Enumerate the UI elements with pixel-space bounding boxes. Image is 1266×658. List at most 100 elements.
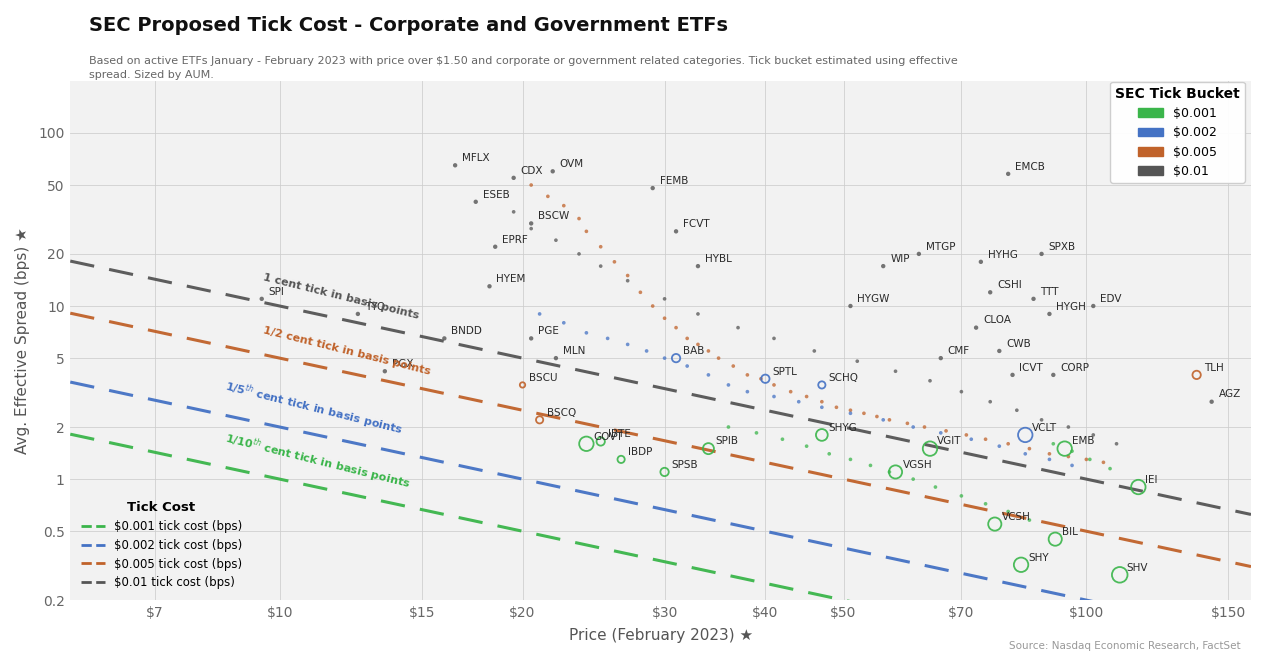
Text: FEMB: FEMB (660, 176, 687, 186)
Point (898, 418, 918, 428)
Point (522, 333, 542, 343)
Text: AGZ: AGZ (1219, 390, 1241, 399)
Point (618, 270, 638, 281)
Point (1039, 309, 1060, 319)
Point (618, 276, 638, 286)
Point (751, 374, 771, 384)
Point (1080, 454, 1100, 465)
Point (666, 322, 686, 333)
Point (861, 460, 881, 470)
Point (841, 301, 861, 311)
Point (529, 415, 549, 425)
Point (576, 226, 596, 237)
Point (718, 380, 738, 390)
Point (1058, 451, 1079, 462)
Text: MLN: MLN (563, 346, 585, 356)
Point (655, 353, 675, 363)
Text: 1 cent tick in basis points: 1 cent tick in basis points (262, 272, 420, 321)
Text: CSHI: CSHI (998, 280, 1022, 290)
Point (434, 333, 454, 343)
Point (1023, 293, 1043, 304)
Point (989, 345, 1009, 356)
Point (1058, 422, 1079, 432)
Text: CLOA: CLOA (982, 315, 1012, 326)
Point (763, 392, 784, 402)
Text: MFLX: MFLX (462, 153, 490, 163)
Point (723, 361, 743, 371)
Point (375, 366, 395, 376)
Point (737, 386, 757, 397)
Text: 1/5$^{th}$ cent tick in basis points: 1/5$^{th}$ cent tick in basis points (223, 377, 405, 440)
Point (867, 411, 887, 422)
Text: IBDP: IBDP (628, 447, 652, 457)
Text: PGE: PGE (538, 326, 560, 336)
Point (677, 333, 698, 343)
Point (590, 241, 610, 252)
Text: SPI: SPI (268, 287, 285, 297)
Point (880, 415, 900, 425)
Point (677, 361, 698, 371)
Text: VCSH: VCSH (1001, 512, 1031, 522)
Point (666, 226, 686, 237)
Point (920, 376, 941, 386)
Text: ESEB: ESEB (482, 190, 509, 199)
Text: VCLT: VCLT (1032, 422, 1057, 433)
Point (1015, 449, 1036, 459)
Point (504, 172, 524, 183)
Point (812, 430, 832, 440)
Point (819, 449, 839, 459)
Point (1076, 454, 1096, 465)
Text: HYEM: HYEM (496, 274, 525, 284)
Point (699, 443, 719, 454)
Point (931, 428, 951, 438)
Text: SHY: SHY (1028, 553, 1048, 563)
Point (728, 322, 748, 333)
Text: 1/10$^{th}$ cent tick in basis points: 1/10$^{th}$ cent tick in basis points (223, 429, 413, 494)
Text: IEI: IEI (1146, 475, 1158, 485)
Point (998, 438, 1018, 449)
Point (522, 223, 542, 234)
Point (737, 370, 757, 380)
Point (709, 353, 729, 363)
Point (1015, 430, 1036, 440)
Text: HYHG: HYHG (987, 249, 1018, 260)
Point (1019, 443, 1039, 454)
Text: CORP: CORP (1060, 363, 1089, 372)
Point (796, 392, 817, 402)
Point (538, 191, 558, 201)
Point (611, 454, 632, 465)
Point (643, 183, 663, 193)
Text: BAB: BAB (682, 346, 704, 356)
Point (522, 180, 542, 190)
Point (763, 380, 784, 390)
Text: VGIT: VGIT (937, 436, 961, 446)
Point (961, 434, 981, 445)
Point (763, 333, 784, 343)
Point (1039, 454, 1060, 465)
Point (1094, 457, 1114, 468)
Point (951, 491, 971, 501)
Point (1039, 449, 1060, 459)
Text: SCHQ: SCHQ (829, 372, 858, 383)
Point (1032, 249, 1052, 259)
Text: BNDD: BNDD (451, 326, 482, 336)
Point (687, 309, 708, 319)
Point (1046, 534, 1066, 544)
Point (1006, 405, 1027, 415)
Text: TYO: TYO (365, 302, 385, 312)
Point (841, 405, 861, 415)
Point (998, 168, 1018, 179)
Text: SPIB: SPIB (715, 436, 738, 446)
Text: CMF: CMF (948, 346, 970, 356)
Text: 1/2 cent tick in basis points: 1/2 cent tick in basis points (262, 325, 432, 376)
Text: ICVT: ICVT (1019, 363, 1043, 372)
Point (655, 293, 675, 304)
Text: EPRF: EPRF (503, 234, 528, 245)
Text: OVM: OVM (560, 159, 584, 169)
Point (796, 441, 817, 451)
Point (590, 261, 610, 271)
Point (874, 261, 894, 271)
Point (1062, 460, 1082, 470)
Point (847, 356, 867, 367)
Point (1201, 397, 1222, 407)
